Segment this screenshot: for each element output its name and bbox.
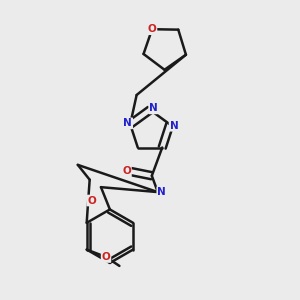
Text: N: N bbox=[124, 118, 132, 128]
Text: O: O bbox=[122, 166, 131, 176]
Text: N: N bbox=[169, 121, 178, 131]
Text: O: O bbox=[87, 196, 96, 206]
Text: N: N bbox=[157, 187, 166, 197]
Text: N: N bbox=[149, 103, 158, 113]
Text: O: O bbox=[102, 252, 110, 262]
Text: O: O bbox=[148, 24, 157, 34]
